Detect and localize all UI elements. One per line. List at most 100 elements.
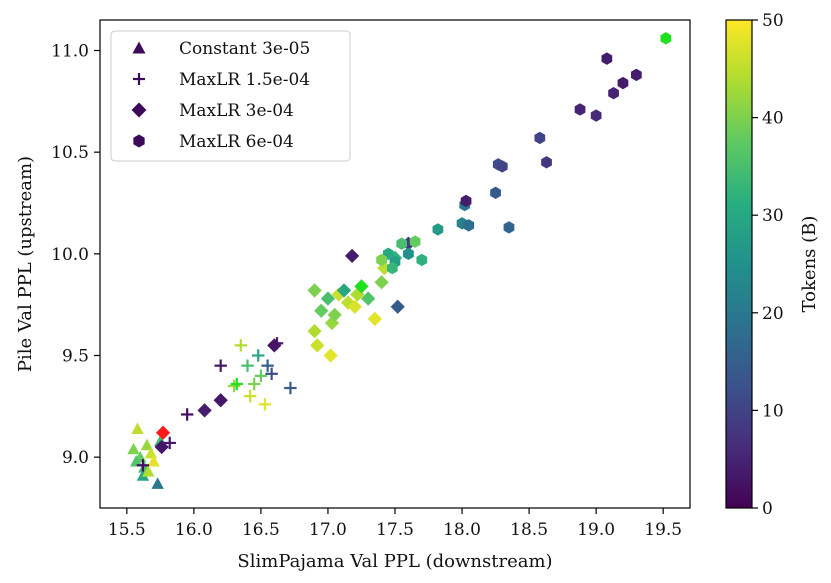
x-tick-label: 16.5 — [242, 520, 280, 540]
legend-label: Constant 3e-05 — [179, 39, 310, 59]
data-point — [227, 379, 241, 393]
legend-label: MaxLR 1.5e-04 — [179, 70, 310, 90]
data-point — [590, 109, 602, 122]
data-point — [534, 131, 546, 145]
data-point — [248, 377, 261, 391]
data-point — [374, 275, 389, 290]
data-point — [214, 359, 227, 372]
data-point — [140, 438, 154, 451]
data-point — [243, 389, 257, 403]
data-point — [310, 338, 325, 353]
data-point — [344, 248, 360, 263]
data-point — [327, 307, 342, 322]
colorbar-tick-label: 40 — [762, 109, 784, 129]
data-point — [254, 369, 268, 383]
legend-entry: MaxLR 6e-04 — [133, 132, 294, 152]
data-point — [336, 283, 352, 298]
colorbar-tick-label: 10 — [762, 401, 784, 421]
data-point — [234, 339, 247, 352]
legend-marker-hexagon — [133, 134, 145, 148]
data-point — [127, 442, 140, 455]
data-point — [503, 221, 515, 234]
x-axis-label: SlimPajama Val PPL (downstream) — [237, 551, 552, 572]
data-point — [463, 219, 475, 232]
data-point — [376, 253, 387, 267]
data-point — [432, 223, 444, 236]
data-point — [154, 439, 169, 455]
legend-entry: MaxLR 3e-04 — [131, 101, 294, 121]
x-tick-label: 19.5 — [644, 520, 682, 540]
x-tick-label: 17.0 — [309, 520, 347, 540]
y-axis-label: Pile Val PPL (upstream) — [15, 156, 36, 372]
data-point — [144, 446, 158, 459]
x-tick-label: 16.0 — [175, 520, 213, 540]
series-0 — [127, 422, 167, 489]
data-point — [396, 237, 408, 250]
data-point — [361, 291, 376, 306]
legend-marker-triangle — [132, 41, 146, 54]
data-point — [403, 247, 414, 261]
data-point — [213, 393, 228, 408]
data-point — [541, 156, 552, 169]
legend-box — [110, 30, 351, 162]
data-point — [163, 436, 176, 450]
series-3 — [376, 32, 672, 275]
data-point — [284, 381, 297, 395]
data-point — [147, 455, 160, 467]
data-point — [151, 477, 164, 489]
data-point — [347, 299, 362, 314]
data-point — [136, 469, 150, 481]
data-point — [460, 194, 472, 208]
data-point — [314, 303, 329, 318]
data-point — [197, 403, 212, 418]
data-point — [261, 359, 274, 372]
y-tick-label: 10.0 — [51, 245, 89, 265]
colorbar: 0 10 20 30 40 50 Tokens (B) — [725, 11, 820, 519]
data-point — [307, 323, 322, 339]
data-point — [617, 76, 629, 90]
data-points — [127, 32, 672, 489]
data-point — [230, 377, 243, 391]
data-point — [367, 311, 383, 327]
data-point — [660, 32, 672, 45]
y-tick-label: 9.5 — [62, 347, 89, 367]
data-point — [496, 160, 508, 173]
data-point — [155, 425, 171, 440]
data-point — [386, 261, 398, 275]
data-point — [258, 398, 272, 411]
data-point — [241, 359, 254, 372]
legend-entry: MaxLR 1.5e-04 — [133, 70, 310, 90]
colorbar-tick-label: 30 — [762, 206, 784, 226]
data-point — [320, 291, 336, 306]
series-2 — [154, 236, 416, 455]
x-tick-label: 18.5 — [510, 520, 548, 540]
colorbar-label: Tokens (B) — [799, 216, 820, 313]
data-point — [409, 235, 421, 248]
data-point — [265, 367, 278, 380]
data-point — [180, 408, 194, 421]
data-point — [323, 348, 338, 363]
x-tick-label: 18.0 — [443, 520, 481, 540]
data-point — [390, 299, 405, 314]
data-point — [354, 279, 369, 294]
data-point — [574, 103, 586, 116]
legend-label: MaxLR 3e-04 — [179, 101, 294, 121]
legend-marker-diamond — [131, 102, 147, 118]
data-point — [307, 283, 322, 298]
data-point — [252, 349, 265, 362]
colorbar-tick-label: 20 — [762, 304, 784, 324]
colorbar-gradient — [725, 19, 753, 509]
x-tick-label: 19.0 — [577, 520, 615, 540]
colorbar-tick-label: 50 — [762, 11, 784, 31]
data-point — [490, 186, 501, 200]
data-point — [416, 253, 428, 267]
y-tick-label: 11.0 — [51, 42, 89, 62]
legend-label: MaxLR 6e-04 — [179, 132, 294, 152]
legend-entry: Constant 3e-05 — [132, 39, 310, 59]
x-tick-label: 17.5 — [376, 520, 414, 540]
x-tick-label: 15.5 — [108, 520, 146, 540]
data-point — [131, 422, 144, 434]
data-point — [267, 338, 282, 353]
data-point — [130, 455, 143, 467]
